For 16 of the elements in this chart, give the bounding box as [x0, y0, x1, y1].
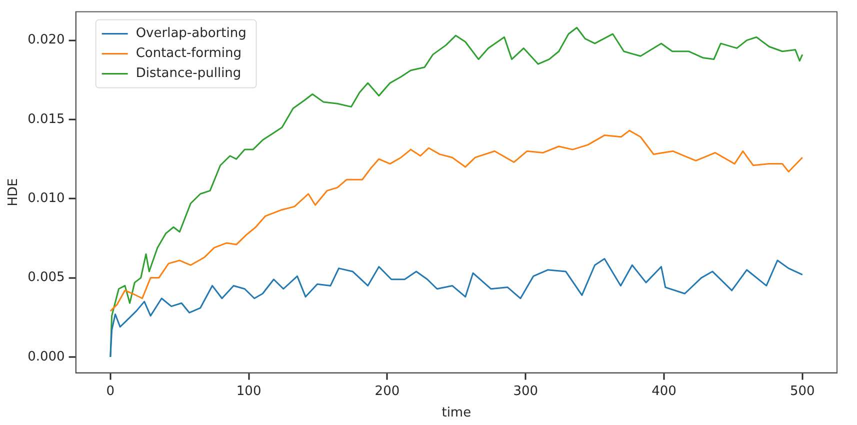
x-tick-label: 0 [106, 384, 115, 399]
legend-label: Distance-pulling [136, 66, 242, 82]
legend-label: Overlap-aborting [136, 26, 246, 42]
y-tick-label: 0.020 [28, 32, 65, 48]
x-tick-label: 100 [236, 384, 262, 399]
x-tick-label: 200 [374, 384, 400, 399]
y-tick-label: 0.000 [28, 349, 65, 364]
x-tick-label: 500 [790, 384, 815, 399]
y-axis-title: HDE [6, 178, 22, 206]
legend-label: Contact-forming [136, 46, 242, 62]
y-tick-label: 0.010 [28, 191, 65, 206]
x-tick-label: 400 [652, 384, 676, 399]
y-tick-label: 0.005 [28, 270, 65, 286]
y-tick-label: 0.015 [28, 112, 65, 127]
x-axis-title: time [442, 406, 472, 421]
x-tick-label: 300 [513, 384, 538, 399]
